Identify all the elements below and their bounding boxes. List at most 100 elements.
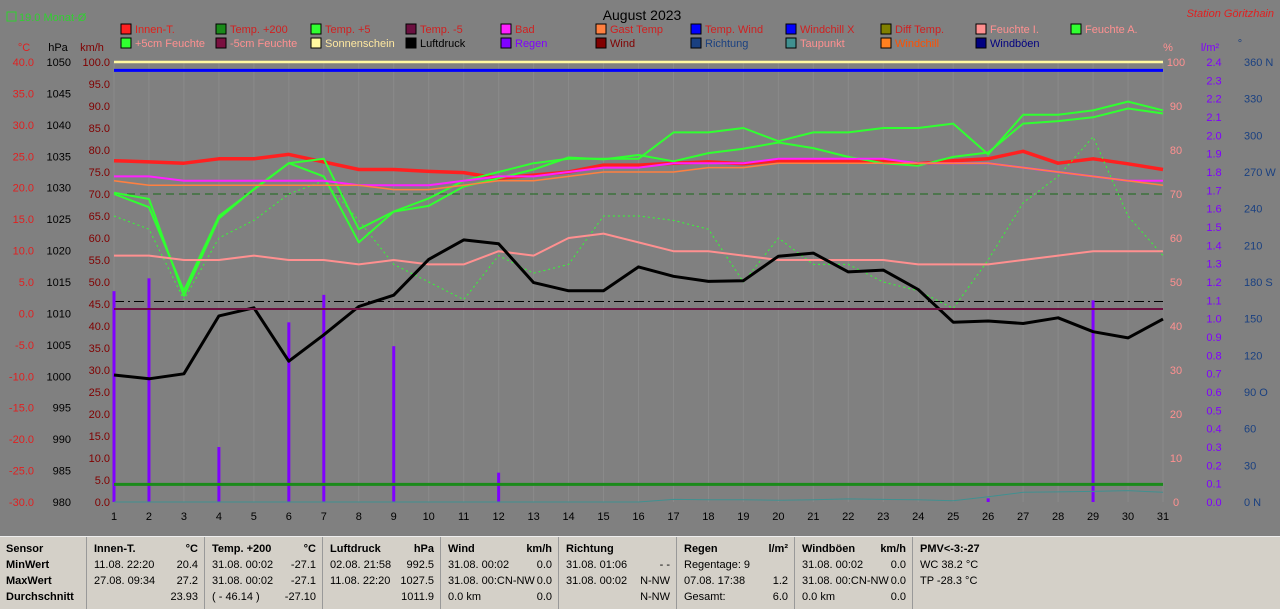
rain-tick-3: 2.1 (1206, 112, 1221, 124)
rain-tick-9: 1.5 (1206, 222, 1221, 234)
kmh-tick-5: 75.0 (89, 167, 110, 179)
legend-label-temp-5: Temp. +5 (325, 24, 371, 36)
rain-tick-4: 2.0 (1206, 130, 1221, 142)
kmh-tick-14: 30.0 (89, 365, 110, 377)
legend-swatch-diff-temp (880, 23, 892, 35)
stats-pmv-title: PMV<-3:-27 (920, 543, 980, 555)
stats-regen-days: Regentage: 9 (684, 559, 751, 571)
rain-tick-18: 0.6 (1206, 387, 1221, 399)
rain-bars (112, 278, 1095, 502)
x-tick-6: 6 (286, 511, 292, 523)
stats-temp200-max-val: -27.1 (290, 575, 316, 587)
percent-tick-5: 50 (1170, 277, 1182, 289)
stats-temp200-title: Temp. +200 (212, 543, 272, 555)
kmh-tick-2: 90.0 (89, 101, 110, 113)
legend-swatch-wind (595, 37, 607, 49)
x-tick-18: 18 (702, 511, 714, 523)
hpa-tick-3: 1035 (47, 151, 71, 163)
direction-tick-9: 90 O (1244, 387, 1268, 399)
x-tick-30: 30 (1122, 511, 1134, 523)
stats-boeen-avg: 0.0 (890, 591, 906, 603)
unit-celsius: °C (18, 42, 30, 54)
kmh-tick-16: 20.0 (89, 409, 110, 421)
rain-tick-10: 1.4 (1206, 240, 1221, 252)
unit-direction: ° (1238, 38, 1242, 50)
legend-swatch-richtung (690, 37, 702, 49)
celsius-tick-14: -30.0 (9, 497, 34, 509)
kmh-tick-11: 45.0 (89, 299, 110, 311)
direction-tick-6: 180 S (1244, 277, 1273, 289)
legend-label-luftdruck: Luftdruck (420, 38, 466, 50)
kmh-tick-20: 0.0 (95, 497, 110, 509)
legend-label-bad: Bad (515, 24, 535, 36)
rain-tick-17: 0.7 (1206, 369, 1221, 381)
direction-tick-5: 210 (1244, 240, 1262, 252)
stats-wind-avg: 0.0 (536, 591, 552, 603)
stats-regen-title: Regen (684, 543, 718, 555)
x-tick-14: 14 (562, 511, 574, 523)
x-tick-8: 8 (356, 511, 362, 523)
series-lines (113, 60, 1164, 503)
celsius-tick-7: 5.0 (19, 277, 34, 289)
legend-swatch-feuchte-i (975, 23, 987, 35)
kmh-tick-15: 25.0 (89, 387, 110, 399)
legend-swatch-5cm-feuchte (215, 37, 227, 49)
x-tick-2: 2 (146, 511, 152, 523)
x-tick-27: 27 (1017, 511, 1029, 523)
x-tick-29: 29 (1087, 511, 1099, 523)
rain-tick-7: 1.7 (1206, 185, 1221, 197)
stats-row-min: MinWert (6, 559, 50, 571)
percent-tick-2: 80 (1170, 145, 1182, 157)
kmh-tick-7: 65.0 (89, 211, 110, 223)
x-tick-15: 15 (597, 511, 609, 523)
legend-swatch-feuchte-a (1070, 23, 1082, 35)
unit-rain: l/m² (1201, 42, 1220, 54)
hpa-tick-5: 1025 (47, 214, 71, 226)
celsius-tick-10: -10.0 (9, 371, 34, 383)
rain-bar-day-6 (287, 322, 291, 502)
stats-boeen-avg-label: 0.0 km (802, 591, 836, 603)
hpa-tick-10: 1000 (47, 371, 71, 383)
rain-bar-day-1 (112, 291, 116, 502)
direction-tick-10: 60 (1244, 424, 1256, 436)
legend-swatch-windb-en (975, 37, 987, 49)
hpa-tick-9: 1005 (47, 340, 71, 352)
legend-label-feuchte-a: Feuchte A. (1085, 24, 1138, 36)
legend-label-feuchte-i: Feuchte I. (990, 24, 1039, 36)
x-tick-4: 4 (216, 511, 222, 523)
series-gast-temp-line (113, 162, 1164, 191)
x-tick-13: 13 (527, 511, 539, 523)
legend-swatch-temp-wind (690, 23, 702, 35)
stats-luft-max-val: 1027.5 (400, 575, 434, 587)
x-tick-24: 24 (912, 511, 924, 523)
stats-temp200-unit: °C (303, 543, 316, 555)
rain-tick-2: 2.2 (1206, 94, 1221, 106)
celsius-tick-12: -20.0 (9, 434, 34, 446)
legend-label-gast-temp: Gast Temp (610, 24, 663, 36)
celsius-tick-11: -15.0 (9, 403, 34, 415)
stats-boeen-unit: km/h (880, 543, 906, 555)
legend-swatch-bad (500, 23, 512, 35)
stats-row-avg: Durchschnitt (6, 591, 74, 603)
kmh-tick-0: 100.0 (82, 57, 110, 69)
stats-boeen-max-date: 31.08. 00:CN-NW (802, 575, 889, 587)
kmh-tick-13: 35.0 (89, 343, 110, 355)
rain-tick-0: 2.4 (1206, 57, 1221, 69)
legend-swatch-5cm-feuchte (120, 37, 132, 49)
rain-tick-8: 1.6 (1206, 204, 1221, 216)
legend-swatch-temp-5 (310, 23, 322, 35)
legend-label-windchill-x: Windchill X (800, 24, 855, 36)
stats-richtung-min-val: - - (659, 559, 670, 571)
stats-boeen-min-date: 31.08. 00:02 (802, 559, 864, 571)
kmh-tick-1: 95.0 (89, 79, 110, 91)
hpa-tick-4: 1030 (47, 183, 71, 195)
stats-innen-min-val: 20.4 (176, 559, 198, 571)
percent-tick-8: 20 (1170, 409, 1182, 421)
legend-label-sonnenschein: Sonnenschein (325, 38, 395, 50)
unit-kmh: km/h (80, 42, 104, 54)
x-tick-7: 7 (321, 511, 327, 523)
legend-label-windb-en: Windböen (990, 38, 1040, 50)
month-average-checkbox[interactable] (6, 11, 17, 22)
stats-wind-avg-label: 0.0 km (448, 591, 482, 603)
rain-bar-day-2 (147, 278, 151, 502)
